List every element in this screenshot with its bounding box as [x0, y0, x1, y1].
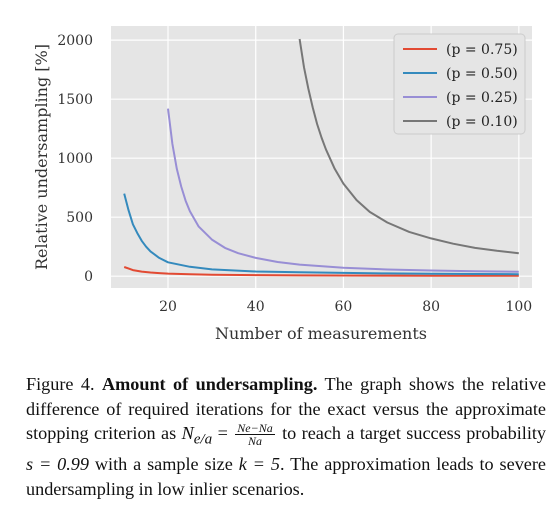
formula-equals: = — [217, 423, 228, 443]
y-tick-label: 0 — [84, 269, 93, 285]
series-line-2 — [167, 108, 519, 273]
legend: (p = 0.75) (p = 0.50) (p = 0.25) (p = 0.10) — [393, 33, 526, 135]
y-tick-label: 1500 — [57, 92, 93, 108]
formula-fraction: Ne−Na Na — [235, 421, 275, 449]
x-tick-label: 60 — [335, 299, 353, 315]
legend-label: (p = 0.25) — [446, 90, 518, 106]
probability-expression: s = 0.99 — [26, 454, 89, 475]
sample-size-expression: k = 5 — [238, 454, 280, 475]
x-axis-label: Number of measurements — [215, 324, 427, 343]
y-tick-label: 500 — [66, 210, 93, 226]
caption-text-2: to reach a target success probability — [282, 423, 547, 443]
series-line-1 — [123, 193, 519, 276]
caption-heading: Amount of undersampling. — [101, 374, 318, 394]
figure-caption: Figure 4. Amount of undersampling. The g… — [26, 372, 546, 501]
caption-text-1: The graph shows the relative difference … — [26, 374, 546, 443]
y-tick-label: 1000 — [57, 151, 93, 167]
x-tick-label: 40 — [247, 299, 265, 315]
legend-box — [393, 33, 526, 135]
x-tick-label: 100 — [505, 299, 532, 315]
fraction-denominator: Na — [247, 434, 262, 449]
formula-subscript: e/a — [193, 430, 213, 448]
figure-label: Figure 4. — [26, 374, 95, 394]
legend-label: (p = 0.75) — [446, 42, 518, 58]
data-series — [123, 38, 519, 277]
caption-text-4: . The approximation leads to severe unde… — [26, 454, 546, 499]
y-axis-label: Relative undersampling [%] — [32, 44, 51, 270]
x-tick-label: 20 — [159, 299, 177, 315]
y-tick-label: 2000 — [57, 33, 93, 49]
series-line-0 — [123, 266, 519, 277]
formula-lhs: N — [181, 423, 194, 443]
fraction-numerator: Ne−Na — [235, 421, 275, 436]
legend-label: (p = 0.50) — [446, 66, 518, 82]
caption-text-3: with a sample size — [94, 454, 233, 475]
series-line-3 — [298, 38, 519, 255]
x-tick-label: 80 — [422, 299, 440, 315]
legend-label: (p = 0.10) — [446, 114, 518, 130]
